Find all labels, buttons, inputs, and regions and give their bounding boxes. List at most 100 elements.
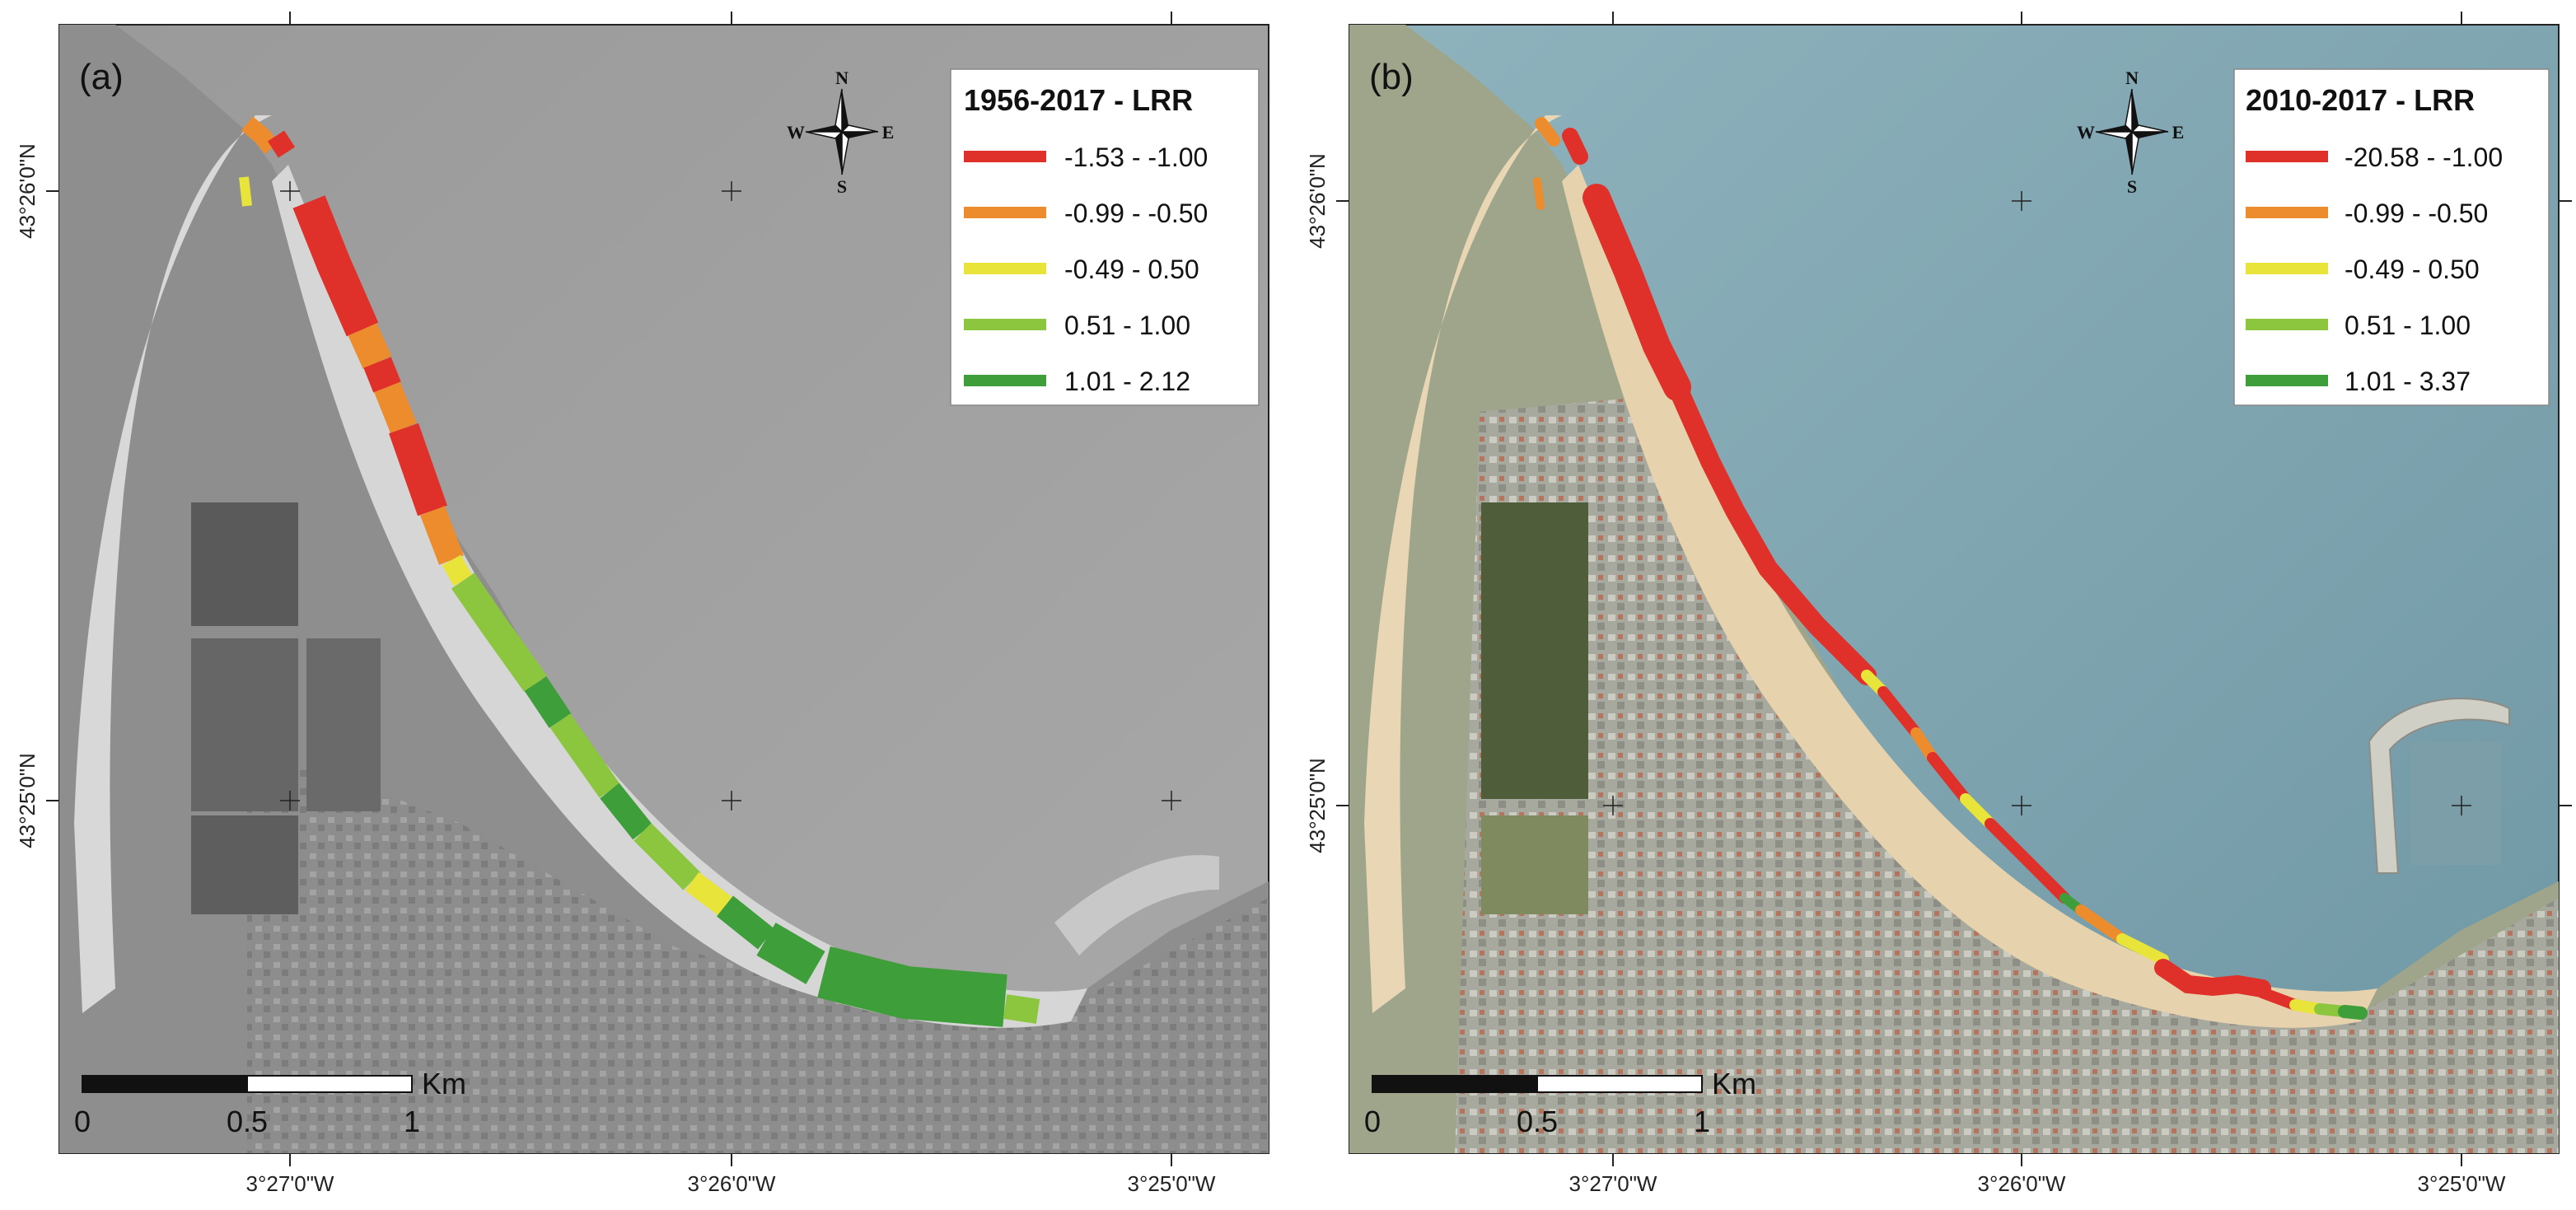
forest-b: [1481, 502, 1588, 799]
estuary-a: [1054, 855, 1219, 955]
shoreline-segment: [1583, 184, 1691, 401]
shoreline-segment: [1960, 793, 1996, 829]
grid-crosses-b: [1603, 191, 2471, 815]
shoreline-lrr-a: [239, 116, 1040, 1027]
shoreline-segment: [717, 895, 774, 950]
lon-label-right-b: 3°25'0"W: [2418, 1171, 2506, 1196]
shoreline-segment: [239, 176, 252, 207]
sand-spit-a: [74, 115, 272, 1013]
shoreline-segment: [292, 195, 379, 337]
field-a4: [191, 815, 298, 914]
shoreline-segment: [241, 116, 279, 154]
lat-label-top-a: 43°26'0"N: [15, 143, 40, 239]
map-panel-a: 3°27'0"W 3°26'0"W 3°25'0"W 43°26'0"N 43°…: [0, 0, 1285, 1210]
legend-b: 2010-2017 - LRR -20.58 - -1.00 -0.99 - -…: [2233, 68, 2550, 406]
compass-s-a: S: [837, 176, 847, 197]
legend-item-a-3: 0.51 - 1.00: [1064, 311, 1190, 340]
shoreline-segment: [363, 357, 401, 393]
legend-item-b-1: -0.99 - -0.50: [2345, 199, 2488, 228]
legend-item-b-4: 1.01 - 3.37: [2345, 367, 2471, 396]
frame-ticks-a: [46, 12, 1172, 1166]
field-a2: [191, 638, 298, 811]
compass-w-a: W: [787, 122, 805, 142]
grid-crosses-a: [280, 181, 1181, 811]
shoreline-segment: [549, 713, 620, 798]
shoreline-segment: [2075, 904, 2128, 945]
lon-label-right-a: 3°25'0"W: [1128, 1171, 1216, 1196]
shoreline-segment: [1535, 117, 1560, 147]
shoreline-segment: [442, 554, 473, 586]
shoreline-segment: [2154, 959, 2271, 997]
legend-title-a: 1956-2017 - LRR: [964, 83, 1193, 117]
shoreline-segment: [524, 676, 572, 728]
legend-item-b-2: -0.49 - 0.50: [2345, 255, 2480, 284]
shoreline-segment: [389, 423, 447, 516]
legend-title-b: 2010-2017 - LRR: [2246, 83, 2475, 117]
scale-tick-2-a: 1: [404, 1105, 420, 1138]
lat-label-top-b: 43°26'0"N: [1305, 153, 1330, 249]
map-a-svg: 3°27'0"W 3°26'0"W 3°25'0"W 43°26'0"N 43°…: [15, 12, 1269, 1196]
shoreline-segment: [451, 572, 547, 692]
lon-label-mid-b: 3°26'0"W: [1978, 1171, 2066, 1196]
compass-w-b: W: [2077, 122, 2095, 142]
shoreline-lrr-b: [1533, 117, 2368, 1020]
lon-label-left-b: 3°27'0"W: [1569, 1171, 1657, 1196]
compass-n-a: N: [835, 68, 849, 88]
scale-tick-1-a: 0.5: [227, 1105, 268, 1138]
scale-tick-1-b: 0.5: [1517, 1105, 1558, 1138]
sand-spit-b: [1364, 115, 1562, 1013]
lon-label-mid-a: 3°26'0"W: [688, 1171, 776, 1196]
shoreline-segment: [1533, 177, 1545, 210]
legend-item-a-2: -0.49 - 0.50: [1064, 255, 1199, 284]
compass-e-a: E: [882, 122, 895, 142]
compass-e-b: E: [2172, 122, 2185, 142]
shoreline-segment: [348, 323, 392, 369]
legend-item-b-3: 0.51 - 1.00: [2345, 311, 2471, 340]
legend-item-a-1: -0.99 - -0.50: [1064, 199, 1208, 228]
panel-label-a: (a): [79, 57, 124, 97]
beach-sand-b: [1562, 165, 2377, 1028]
legend-item-a-4: 1.01 - 2.12: [1064, 367, 1190, 396]
compass-n-b: N: [2125, 68, 2139, 88]
field-a3: [306, 638, 381, 811]
scale-tick-2-b: 1: [1694, 1105, 1710, 1138]
compass-b: N S E W: [2077, 68, 2184, 197]
frame-ticks-b: [1336, 12, 2572, 1166]
marina-breakwater-b: [2368, 698, 2510, 874]
lat-label-bottom-a: 43°25'0"N: [15, 753, 40, 848]
scale-tick-0-b: 0: [1364, 1105, 1381, 1138]
compass-s-b: S: [2127, 176, 2137, 197]
shoreline-segment: [2256, 987, 2301, 1011]
field-b: [1481, 815, 1588, 914]
scale-bar-b: Km 0 0.5 1: [1364, 1067, 1756, 1138]
panel-label-b: (b): [1369, 57, 1414, 97]
shoreline-segment: [2116, 933, 2169, 965]
shoreline-segment: [817, 946, 1007, 1027]
legend-item-b-0: -20.58 - -1.00: [2345, 142, 2503, 172]
shoreline-segment: [2338, 1005, 2368, 1020]
legend-a: 1956-2017 - LRR -1.53 - -1.00 -0.99 - -0…: [950, 68, 1260, 406]
compass-a: N S E W: [787, 68, 894, 197]
lat-label-bottom-b: 43°25'0"N: [1305, 758, 1330, 853]
urban-area-a: [247, 741, 1269, 1153]
shoreline-segment: [633, 823, 701, 890]
shoreline-segment: [1985, 818, 2070, 904]
scale-unit-a: Km: [422, 1067, 466, 1100]
shoreline-segment: [1927, 752, 1971, 805]
shoreline-segment: [1877, 686, 1922, 739]
shoreline-segment: [420, 506, 464, 565]
scale-tick-0-a: 0: [74, 1105, 91, 1138]
scale-bar-a: Km 0 0.5 1: [74, 1067, 466, 1138]
map-b-svg: 3°27'0"W 3°26'0"W 3°25'0"W 43°26'0"N 43°…: [1305, 12, 2572, 1196]
shoreline-segment: [1667, 377, 1877, 685]
shoreline-segment: [374, 381, 417, 434]
marina-basin-b: [2410, 741, 2501, 865]
field-a1: [191, 502, 298, 626]
shoreline-segment: [1562, 128, 1588, 165]
shoreline-segment: [267, 130, 296, 158]
legend-item-a-0: -1.53 - -1.00: [1064, 142, 1208, 172]
scale-unit-b: Km: [1712, 1067, 1756, 1100]
shoreline-segment: [600, 783, 652, 840]
map-panel-b: 3°27'0"W 3°26'0"W 3°25'0"W 43°26'0"N 43°…: [1290, 0, 2575, 1210]
lon-label-left-a: 3°27'0"W: [246, 1171, 334, 1196]
